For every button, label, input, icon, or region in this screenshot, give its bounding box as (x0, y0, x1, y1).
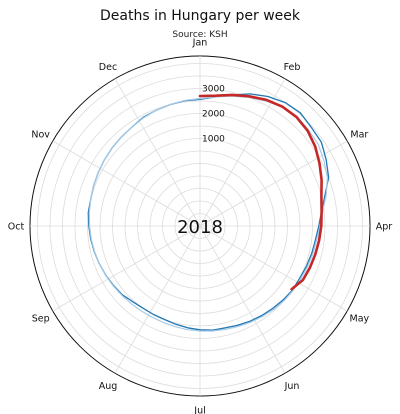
month-label-sep: Sep (32, 314, 50, 325)
month-label-may: May (350, 314, 370, 325)
chart-subtitle: Source: KSH (172, 30, 228, 40)
center-year-label: 2018 (177, 217, 223, 238)
month-spoke (199, 225, 348, 312)
series-line-smoothed (88, 95, 328, 332)
series-line-current (198, 93, 323, 291)
month-spoke (52, 140, 201, 227)
month-label-apr: Apr (376, 222, 393, 233)
month-spoke (199, 140, 348, 227)
month-label-dec: Dec (99, 62, 117, 73)
month-label-aug: Aug (99, 381, 118, 392)
month-label-jan: Jan (192, 38, 208, 49)
month-label-jul: Jul (193, 406, 205, 414)
month-spoke (114, 225, 201, 374)
month-spoke (199, 225, 286, 374)
month-label-nov: Nov (31, 130, 50, 141)
radial-tick-label: 3000 (202, 85, 225, 95)
month-label-oct: Oct (8, 222, 25, 233)
series-lines (87, 93, 330, 332)
month-label-mar: Mar (350, 130, 368, 141)
chart-title: Deaths in Hungary per week (99, 8, 300, 24)
radial-tick-label: 1000 (202, 135, 225, 145)
polar-spokes (30, 56, 370, 396)
month-label-feb: Feb (284, 62, 301, 73)
month-label-jun: Jun (284, 381, 300, 392)
polar-labels: Jan Feb Mar Apr May Jun Jul Aug Sep Oct Nov Dec 1000… (8, 38, 393, 414)
radial-tick-label: 2000 (202, 110, 225, 120)
month-spoke (52, 225, 201, 312)
month-spoke (114, 78, 201, 227)
